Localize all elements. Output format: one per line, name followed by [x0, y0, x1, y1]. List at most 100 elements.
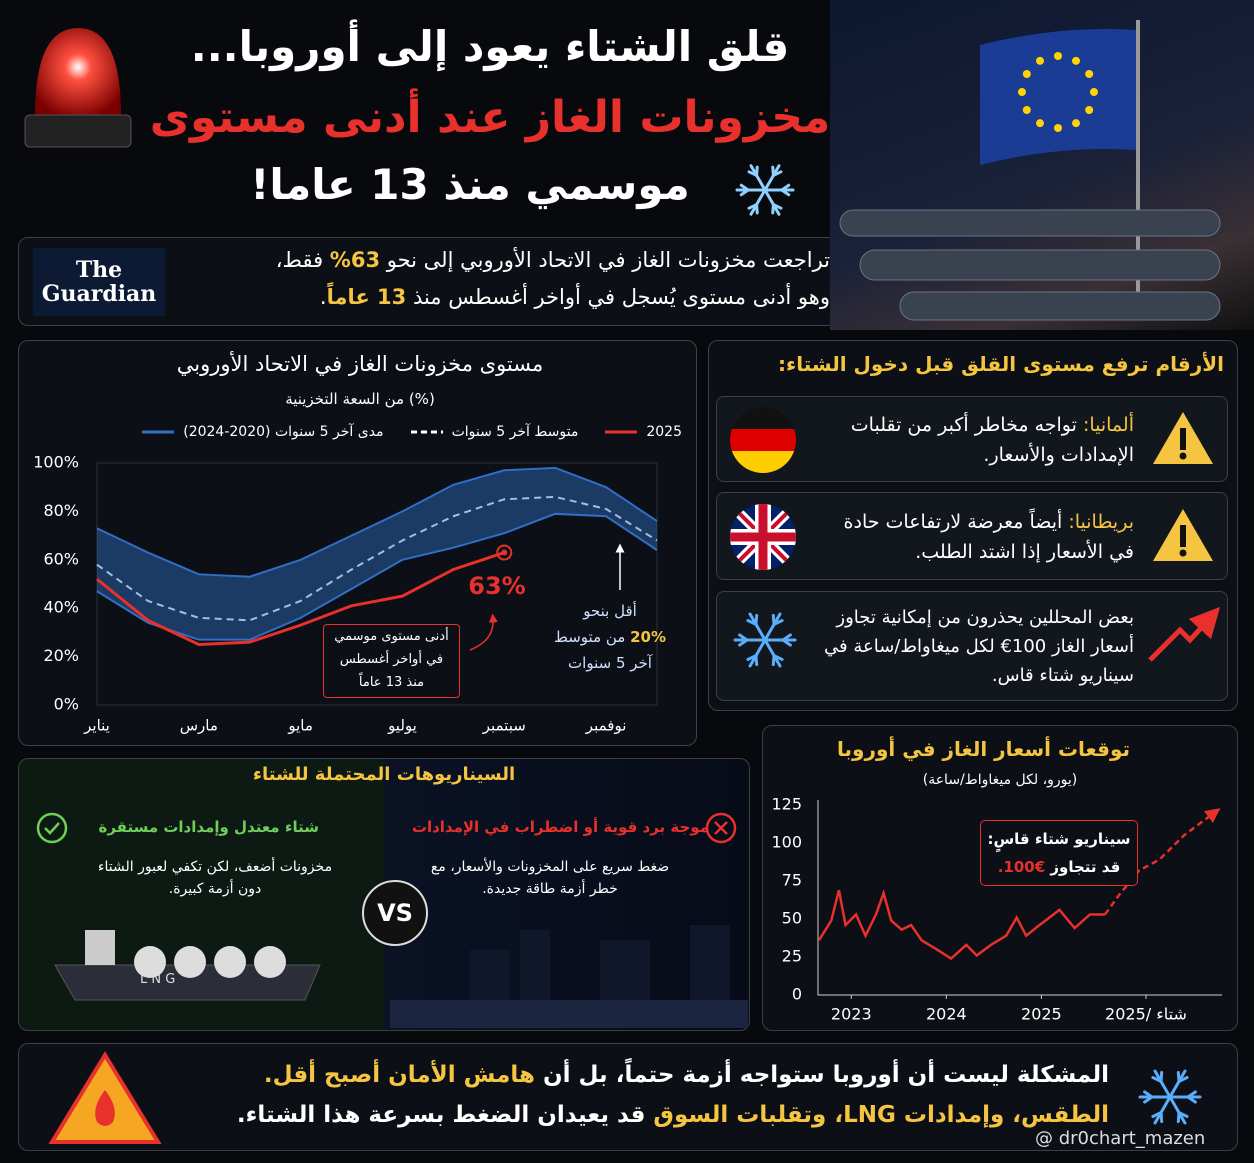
- watermark: @ dr0chart_mazen: [1035, 1128, 1206, 1149]
- country: ألمانيا:: [1082, 414, 1134, 436]
- warning-dot: [1179, 452, 1187, 460]
- x-tick-label: نوفمبر: [585, 717, 627, 735]
- annotation: سيناريو شتاء قاسٍ: قد تتجاوز €100.: [980, 820, 1138, 886]
- logo: The Guardian: [33, 248, 165, 316]
- annotation-line: منذ 13 عاماً: [358, 675, 425, 690]
- x-tick-label: يوليو: [387, 717, 417, 735]
- snowflake-branch: [771, 203, 783, 210]
- snowflake-arm: [748, 612, 767, 642]
- risk-item: [716, 396, 1228, 482]
- footer-text: المشكلة ليست أن أوروبا ستواجه أزمة حتماً…: [264, 1062, 1109, 1088]
- decorations: [733, 164, 1213, 1125]
- y-tick-label: 25: [782, 947, 802, 966]
- snowflake-icon: [1138, 1069, 1202, 1125]
- text: وهو أدنى مستوى يُسجل في أواخر أغسطس منذ: [406, 285, 830, 309]
- snowflake-arm: [763, 188, 781, 216]
- x-tick-label: 2025: [1021, 1005, 1062, 1024]
- title-line: قلق الشتاء يعود إلى أوروبا...: [190, 22, 790, 71]
- y-tick-label: 50: [782, 909, 802, 928]
- text: تراجعت مخزونات الغاز في الاتحاد الأوروبي…: [380, 248, 830, 272]
- snowflake-branch: [755, 203, 759, 215]
- text: تواجه مخاطر أكبر من تقلبات الإمدادات وال…: [850, 414, 1134, 466]
- legend: 2025 متوسط آخر 5 سنوات مدى آخر 5 سنوات (20…: [141, 424, 682, 440]
- panel-title: الأرقام ترفع مستوى القلق قبل دخول الشتاء…: [777, 352, 1224, 376]
- end-point: [496, 544, 513, 561]
- line: [817, 889, 1106, 961]
- star: [1085, 106, 1094, 114]
- annotation-line: أدنى مستوى موسمي: [334, 629, 449, 644]
- chart-subtitle: (يورو، لكل ميغاواط/ساعة): [922, 772, 1078, 788]
- annotation-line: سيناريو شتاء قاسٍ:: [987, 830, 1131, 848]
- eu-stars: [1018, 52, 1098, 132]
- risk-item: [716, 492, 1228, 580]
- text: المشكلة ليست أن أوروبا ستواجه أزمة حتماً…: [535, 1062, 1109, 1088]
- legend-label: مدى آخر 5 سنوات (2020-2024): [183, 424, 384, 440]
- title-line: مخزونات الغاز عند أدنى مستوى: [149, 92, 831, 143]
- legend-item: متوسط آخر 5 سنوات: [410, 424, 578, 440]
- chart-subtitle: (%) من السعة التخزينية: [285, 390, 435, 408]
- x-tick-label: سبتمبر: [482, 717, 526, 735]
- snowflake-branch: [781, 633, 792, 642]
- axis-line: [817, 800, 1222, 996]
- ship-label: L N G: [140, 972, 176, 987]
- x-tick-label: 2023: [831, 1005, 872, 1024]
- snowflake-branch: [1151, 1076, 1163, 1083]
- y-tick-label: 100: [771, 833, 802, 852]
- cross-icon: [705, 812, 737, 844]
- y-tick-label: 80%: [43, 501, 79, 520]
- snowflake-arm: [1153, 1069, 1172, 1099]
- star: [1054, 124, 1062, 132]
- snowflake-branch: [1176, 1070, 1181, 1083]
- annotation-line: قد تتجاوز €100.: [981, 853, 1137, 881]
- y-tick-label: 20%: [43, 646, 79, 665]
- eu-flag: [980, 29, 1136, 165]
- annotation: أقل بنحو 20% من متوسط آخر 5 سنوات: [540, 598, 680, 676]
- snowflake-branch: [754, 654, 759, 667]
- warning-icon: [1153, 509, 1213, 561]
- scenario-text: مخزونات أضعف، لكن تكفي لعبور الشتاء دون …: [97, 859, 333, 897]
- legend-marker: [605, 430, 638, 434]
- snowflake-branch: [1177, 1111, 1189, 1118]
- text: فقط،: [275, 248, 330, 272]
- snowflake-arm: [749, 188, 767, 216]
- highlight: 13 عاماً: [326, 285, 407, 309]
- germany-flag: [730, 407, 796, 473]
- warning-dot: [1179, 549, 1187, 557]
- legend-label: 2025: [646, 424, 682, 440]
- end-point-dot: [501, 549, 508, 556]
- siren-icon: [35, 28, 121, 115]
- snowflake-branch: [1186, 1090, 1197, 1099]
- snowflake-branch: [746, 619, 758, 626]
- star: [1022, 70, 1031, 78]
- star: [1018, 88, 1026, 96]
- x-tick-label: 2024: [926, 1005, 967, 1024]
- warning-icon: [1153, 412, 1213, 464]
- line: [96, 551, 505, 647]
- chart-title: مستوى مخزونات الغاز في الاتحاد الأوروبي: [176, 352, 544, 376]
- star: [1090, 88, 1098, 96]
- snowflake-icon: [735, 164, 795, 216]
- x-tick-label: مايو: [287, 717, 313, 735]
- snowflake-arm: [749, 164, 767, 192]
- uk-flag: [730, 504, 796, 570]
- source-text: وهو أدنى مستوى يُسجل في أواخر أغسطس منذ …: [320, 285, 830, 309]
- star: [1072, 119, 1080, 128]
- snowflake-arm: [1168, 1095, 1187, 1125]
- annotation-arrow: [469, 613, 498, 651]
- snowflake-branch: [780, 183, 791, 192]
- logo-text: Guardian: [41, 281, 157, 307]
- text: من متوسط: [553, 628, 631, 646]
- star: [1054, 52, 1062, 60]
- range-high: [96, 466, 658, 578]
- star: [1085, 70, 1094, 78]
- snowflake-arm: [1168, 1069, 1187, 1099]
- scenario-title: موجة برد قوية أو اضطراب في الإمدادات: [411, 818, 709, 836]
- snowflake-arm: [1153, 1095, 1172, 1125]
- snowflake-branch: [1159, 1111, 1164, 1124]
- snowflake-arm: [763, 612, 782, 642]
- y-tick-label: 60%: [43, 549, 79, 568]
- annotation-line: أقل بنحو: [583, 602, 637, 620]
- range-low: [96, 512, 658, 641]
- star: [1036, 119, 1044, 128]
